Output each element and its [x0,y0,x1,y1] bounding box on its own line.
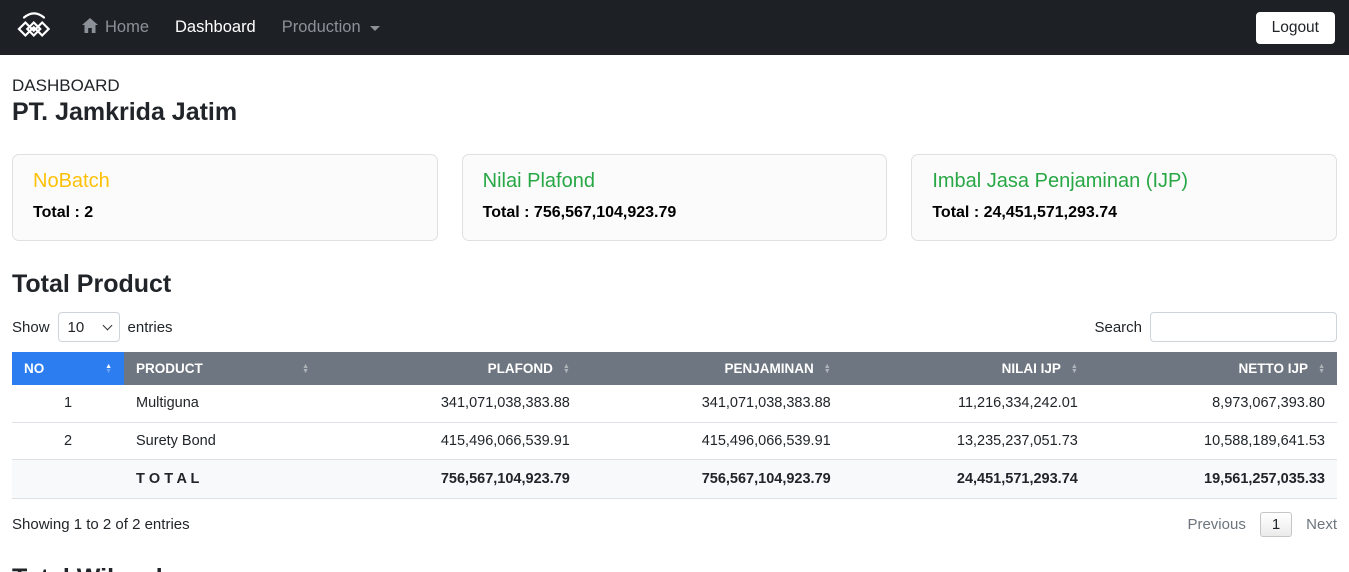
page-subtitle: DASHBOARD [12,76,120,95]
cell-netto-ijp: 10,588,189,641.53 [1089,422,1337,460]
page-length-control: Show 10 entries [12,312,173,342]
column-header-nilai-ijp[interactable]: NILAI IJP ▲ ▼ [842,352,1090,385]
show-label: Show [12,318,50,336]
card-nilai-plafond: Nilai Plafond Total : 756,567,104,923.79 [461,154,888,241]
nav-item-dashboard[interactable]: Dashboard [175,18,256,37]
card-nobatch-title: NoBatch [33,170,110,192]
summary-cards: NoBatch Total : 2 Nilai Plafond Total : … [12,154,1338,241]
card-ijp-total: Total : 24,451,571,293.74 [932,204,1118,221]
cell-penjaminan: 341,071,038,383.88 [581,385,843,423]
sort-icon: ▲ ▼ [302,362,309,375]
cell-penjaminan: 415,496,066,539.91 [581,422,843,460]
search-input[interactable] [1150,312,1337,342]
table-total-row: T O T A L 756,567,104,923.79 756,567,104… [12,459,1337,499]
entries-label: entries [127,318,173,336]
table-footer: Showing 1 to 2 of 2 entries Previous 1 N… [12,511,1337,537]
jamkrida-logo-icon [14,6,54,49]
home-icon [82,17,98,38]
search-control: Search [1094,312,1337,342]
card-nobatch-total: Total : 2 [33,204,94,221]
card-nilai-plafond-total: Total : 756,567,104,923.79 [482,204,677,221]
column-header-product[interactable]: PRODUCT ▲ ▼ [124,352,321,385]
nav-item-dashboard-label: Dashboard [175,18,256,36]
page-title: PT. Jamkrida Jatim [12,98,238,126]
datatable-controls: Show 10 entries Search [12,312,1337,342]
table-row: 2 Surety Bond 415,496,066,539.91 415,496… [12,422,1337,460]
page-length-select[interactable]: 10 [57,312,120,342]
table-info-text: Showing 1 to 2 of 2 entries [12,515,190,533]
pagination-page-1[interactable]: 1 [1259,511,1293,537]
sort-icon: ▲ ▼ [105,362,112,375]
sort-icon: ▲ ▼ [823,362,831,375]
column-header-plafond[interactable]: PLAFOND ▲ ▼ [321,352,582,385]
logout-button[interactable]: Logout [1255,11,1335,44]
cell-no: 2 [12,422,124,460]
chevron-down-icon [369,26,380,31]
nav-item-home-label: Home [105,18,150,36]
total-wilayah-heading: Total Wilayah [12,564,1337,572]
total-label: T O T A L [124,459,321,499]
card-ijp-title: Imbal Jasa Penjaminan (IJP) [932,170,1189,192]
card-nilai-plafond-title: Nilai Plafond [482,170,595,192]
cell-no: 1 [12,385,124,423]
column-header-no[interactable]: NO ▲ ▼ [12,352,124,385]
nav-item-production[interactable]: Production [282,18,380,37]
pagination-previous[interactable]: Previous [1187,515,1246,533]
table-header-row: NO ▲ ▼ PRODUCT ▲ ▼ PLAFOND ▲ ▼ [12,352,1337,385]
pagination: Previous 1 Next [1187,511,1337,537]
search-label: Search [1094,318,1142,336]
cell-nilai-ijp: 13,235,237,051.73 [842,422,1090,460]
card-ijp: Imbal Jasa Penjaminan (IJP) Total : 24,4… [911,154,1338,241]
column-header-penjaminan[interactable]: PENJAMINAN ▲ ▼ [581,352,843,385]
total-nilai-ijp: 24,451,571,293.74 [842,459,1090,499]
top-navbar: Home Dashboard Production Logout [0,0,1349,55]
cell-nilai-ijp: 11,216,334,242.01 [842,385,1090,423]
cell-netto-ijp: 8,973,067,393.80 [1089,385,1337,423]
pagination-next[interactable]: Next [1306,515,1337,533]
total-empty-cell [12,459,124,499]
total-netto-ijp: 19,561,257,035.33 [1089,459,1337,499]
nav-links: Home Dashboard Production [82,17,1256,38]
cell-plafond: 341,071,038,383.88 [321,385,582,423]
cell-product: Multiguna [124,385,321,423]
brand-logo[interactable] [14,6,54,49]
cell-plafond: 415,496,066,539.91 [321,422,582,460]
total-product-heading: Total Product [12,270,172,298]
total-penjaminan: 756,567,104,923.79 [581,459,843,499]
cell-product: Surety Bond [124,422,321,460]
total-plafond: 756,567,104,923.79 [321,459,582,499]
nav-item-home[interactable]: Home [82,17,150,38]
column-header-netto-ijp[interactable]: NETTO IJP ▲ ▼ [1089,352,1337,385]
table-row: 1 Multiguna 341,071,038,383.88 341,071,0… [12,385,1337,423]
sort-icon: ▲ ▼ [1318,362,1325,375]
total-product-table: NO ▲ ▼ PRODUCT ▲ ▼ PLAFOND ▲ ▼ [12,352,1337,499]
sort-icon: ▲ ▼ [562,362,570,375]
nav-item-production-label: Production [281,18,361,36]
sort-icon: ▲ ▼ [1070,362,1078,375]
card-nobatch: NoBatch Total : 2 [12,154,438,241]
